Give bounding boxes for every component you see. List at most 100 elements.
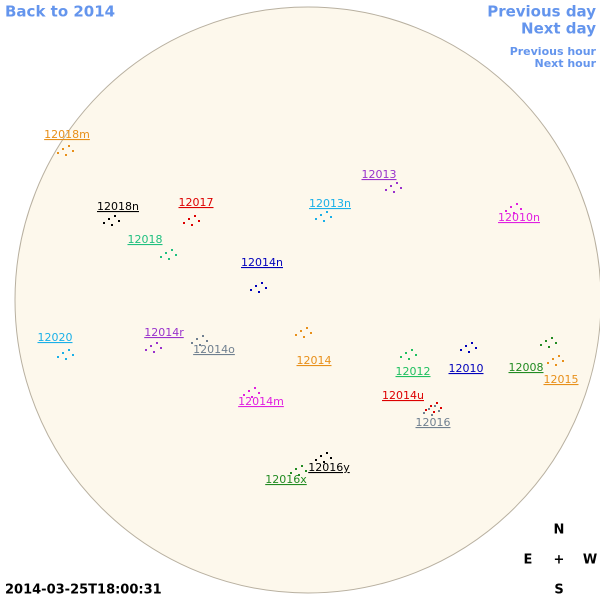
- region-label[interactable]: 12020: [38, 331, 73, 344]
- sunspot: [400, 187, 402, 189]
- sunspot: [160, 256, 162, 258]
- sunspot: [548, 346, 550, 348]
- sunspot: [62, 148, 64, 150]
- region-label[interactable]: 12008: [509, 361, 544, 374]
- sunspot: [265, 287, 267, 289]
- sunspot: [198, 220, 200, 222]
- sunspot: [552, 358, 554, 360]
- next-hour-link[interactable]: Next hour: [535, 57, 597, 70]
- region-label[interactable]: 12010n: [498, 211, 540, 224]
- sunspot: [428, 408, 430, 410]
- compass-north: N: [554, 523, 565, 538]
- sunspot: [108, 218, 110, 220]
- region-label[interactable]: 12012: [396, 365, 431, 378]
- region-label[interactable]: 12010: [449, 362, 484, 375]
- sunspot: [423, 412, 425, 414]
- sunspot: [65, 358, 67, 360]
- next-day-link[interactable]: Next day: [521, 20, 596, 38]
- sunspot: [562, 360, 564, 362]
- sunspot: [160, 347, 162, 349]
- sunspot: [68, 145, 70, 147]
- timestamp: 2014-03-25T18:00:31: [5, 583, 162, 598]
- sunspot: [475, 347, 477, 349]
- sunspot: [156, 342, 158, 344]
- sunspot: [396, 182, 398, 184]
- compass-south: S: [554, 583, 563, 598]
- sunspot: [513, 212, 515, 214]
- sunspot: [315, 459, 317, 461]
- region-label[interactable]: 12018: [128, 233, 163, 246]
- region-label[interactable]: 12014m: [238, 395, 284, 408]
- sunspot: [183, 222, 185, 224]
- sunspot: [165, 252, 167, 254]
- sunspot: [57, 152, 59, 154]
- sunspot: [258, 392, 260, 394]
- region-label[interactable]: 12014r: [144, 326, 184, 339]
- sunspot: [290, 472, 292, 474]
- region-label[interactable]: 12016: [416, 416, 451, 429]
- sunspot: [558, 355, 560, 357]
- sunspot: [300, 330, 302, 332]
- sunspot: [188, 218, 190, 220]
- sunspot: [298, 474, 300, 476]
- previous-hour-link[interactable]: Previous hour: [510, 45, 597, 58]
- region-label[interactable]: 12017: [179, 196, 214, 209]
- sunspot: [62, 352, 64, 354]
- sunspot: [168, 258, 170, 260]
- sunspot: [118, 220, 120, 222]
- sunspot: [510, 206, 512, 208]
- sunspot: [438, 410, 440, 412]
- sunspot: [65, 154, 67, 156]
- sunspot: [545, 340, 547, 342]
- sunspot: [465, 345, 467, 347]
- sunspot: [202, 335, 204, 337]
- sunspot: [175, 254, 177, 256]
- sunspot: [431, 414, 433, 416]
- region-label[interactable]: 12014u: [382, 389, 424, 402]
- compass-east: E: [524, 553, 533, 568]
- sunspot: [385, 189, 387, 191]
- sunspot: [111, 224, 113, 226]
- sunspot: [171, 249, 173, 251]
- sunspot: [323, 461, 325, 463]
- back-link[interactable]: Back to 2014: [5, 3, 115, 21]
- sunspot: [206, 340, 208, 342]
- sunspot: [301, 465, 303, 467]
- sunspot: [326, 452, 328, 454]
- sunspot: [251, 396, 253, 398]
- sunspot: [326, 211, 328, 213]
- sunspot: [320, 214, 322, 216]
- sunspot: [255, 285, 257, 287]
- sunspot: [310, 332, 312, 334]
- region-label[interactable]: 12015: [544, 373, 579, 386]
- sunspot: [68, 349, 70, 351]
- sunspot: [516, 203, 518, 205]
- sunspot: [433, 411, 435, 413]
- compass-west: W: [583, 553, 597, 568]
- region-label[interactable]: 12013n: [309, 197, 351, 210]
- sunspot: [540, 344, 542, 346]
- sunspot: [330, 457, 332, 459]
- region-label[interactable]: 12014n: [241, 256, 283, 269]
- sunspot: [468, 351, 470, 353]
- sunspot: [505, 210, 507, 212]
- region-label[interactable]: 12018n: [97, 200, 139, 213]
- sunspot: [547, 362, 549, 364]
- sunspot: [555, 364, 557, 366]
- sunspot: [330, 216, 332, 218]
- region-label[interactable]: 12014: [297, 354, 332, 367]
- sunspot: [153, 351, 155, 353]
- sunspot: [191, 224, 193, 226]
- sunspot: [243, 394, 245, 396]
- sunspot: [295, 468, 297, 470]
- sunspot: [408, 358, 410, 360]
- previous-day-link[interactable]: Previous day: [487, 3, 596, 21]
- region-label[interactable]: 12013: [362, 168, 397, 181]
- region-label[interactable]: 12014o: [193, 343, 235, 356]
- region-label[interactable]: 12016x: [265, 473, 307, 486]
- region-label[interactable]: 12016y: [308, 461, 350, 474]
- region-label[interactable]: 12018m: [44, 128, 90, 141]
- sunspot: [306, 327, 308, 329]
- sunspot: [303, 336, 305, 338]
- sunspot: [411, 349, 413, 351]
